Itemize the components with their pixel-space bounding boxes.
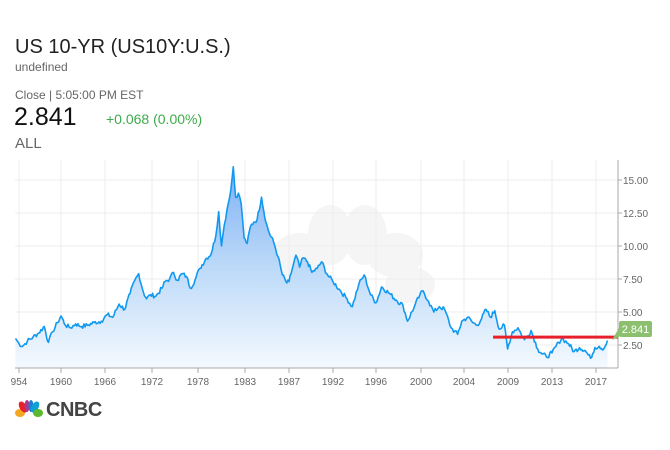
x-tick-label: 2017: [585, 377, 608, 388]
x-tick-label: 2009: [497, 377, 520, 388]
x-tick-label: 1966: [94, 377, 117, 388]
y-tick-label: 15.00: [623, 176, 648, 187]
price-change: +0.068 (0.00%): [106, 111, 203, 127]
cnbc-logo: CNBC: [15, 399, 102, 421]
x-tick-label: 2000: [410, 377, 433, 388]
x-tick-label: 954: [11, 377, 28, 388]
peacock-icon: [15, 400, 43, 417]
x-tick-label: 2013: [541, 377, 564, 388]
x-tick-label: 2004: [453, 377, 476, 388]
security-subtitle: undefined: [15, 60, 68, 74]
x-tick-label: 1978: [187, 377, 210, 388]
x-tick-label: 1996: [365, 377, 388, 388]
y-tick-label: 7.50: [623, 275, 643, 286]
close-time-label: Close | 5:05:00 PM EST: [15, 88, 144, 102]
x-tick-label: 1983: [234, 377, 257, 388]
y-tick-label: 12.50: [623, 209, 648, 220]
range-selector-all[interactable]: ALL: [15, 135, 42, 152]
y-tick-label: 2.50: [623, 341, 643, 352]
last-value-badge-pointer: [612, 328, 619, 340]
x-tick-label: 1987: [278, 377, 301, 388]
cnbc-logo-text: CNBC: [46, 399, 102, 421]
last-value-label: 2.841: [622, 324, 650, 336]
yield-line: [14, 166, 609, 359]
x-tick-label: 1992: [322, 377, 345, 388]
security-title: US 10-YR (US10Y:U.S.): [15, 36, 231, 58]
x-tick-label: 1972: [141, 377, 164, 388]
y-tick-label: 10.00: [623, 242, 648, 253]
yield-area-fill: [15, 166, 608, 368]
last-value-badge: [619, 321, 652, 337]
last-price: 2.841: [14, 103, 77, 131]
y-tick-label: 5.00: [623, 308, 643, 319]
x-tick-label: 1960: [50, 377, 73, 388]
